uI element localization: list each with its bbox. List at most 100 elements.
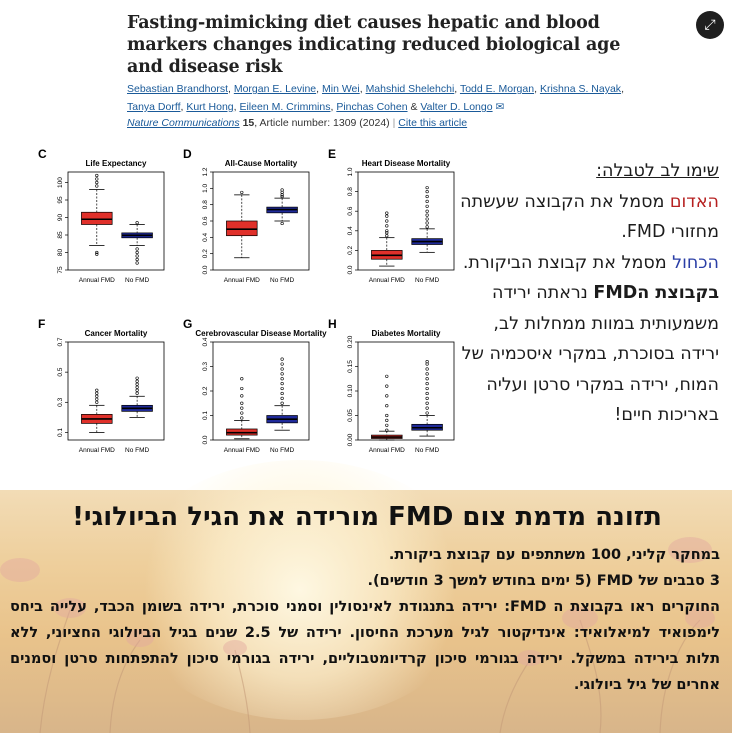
outlier-point bbox=[385, 211, 389, 215]
banner-line-3: החוקרים ראו בקבוצת ה FMD: ירידה בתנגודת … bbox=[10, 599, 720, 693]
author-link[interactable]: Krishna S. Nayak bbox=[539, 83, 622, 95]
author-separator: , bbox=[180, 101, 187, 113]
y-tick-label: 0.4 bbox=[202, 232, 209, 241]
y-tick-label: 0.00 bbox=[347, 433, 354, 446]
expand-icon[interactable]: ⤢ bbox=[696, 11, 724, 39]
y-tick-label: 80 bbox=[57, 249, 64, 257]
panel-letter: D bbox=[183, 147, 192, 161]
journal-link[interactable]: Nature Communications bbox=[127, 117, 240, 129]
journal-line: Nature Communications 15, Article number… bbox=[127, 117, 468, 129]
chart-svg: C Life Expectancy 75 80 85 90 95 100 Annual FMD N… bbox=[38, 147, 165, 284]
author-link[interactable]: Morgan E. Levine bbox=[233, 83, 317, 95]
chart-panel-D: D All-Cause Mortality 0.0 0.2 0.4 0.6 0.8 1.0 1.… bbox=[183, 147, 315, 300]
author-link[interactable]: Eileen M. Crimmins bbox=[239, 101, 331, 113]
author-link[interactable]: Pinchas Cohen bbox=[336, 101, 408, 113]
y-tick-label: 0.8 bbox=[347, 187, 354, 196]
y-tick-label: 75 bbox=[57, 266, 64, 274]
outlier-point bbox=[95, 394, 99, 398]
outlier-point bbox=[385, 428, 389, 432]
outlier-point bbox=[95, 391, 99, 395]
outlier-point bbox=[425, 382, 429, 386]
author-list: Sebastian Brandhorst, Morgan E. Levine, … bbox=[127, 80, 627, 116]
plot-frame bbox=[357, 171, 455, 271]
outlier-point bbox=[280, 396, 284, 400]
outlier-point bbox=[135, 250, 139, 255]
outlier-point bbox=[95, 180, 99, 185]
y-tick-label: 0.3 bbox=[202, 362, 209, 371]
outlier-point bbox=[280, 401, 284, 405]
article-title: Fasting-mimicking diet causes hepatic an… bbox=[127, 13, 621, 77]
author-separator: , bbox=[233, 101, 240, 113]
outlier-point bbox=[135, 388, 139, 392]
chart-title: All-Cause Mortality bbox=[225, 159, 298, 168]
y-tick-label: 1.2 bbox=[202, 167, 209, 176]
x-tick-label: No FMD bbox=[270, 447, 295, 454]
outlier-point bbox=[240, 411, 244, 415]
banner-line-2: 3 סבבים של FMD (5 ימים בחודש למשך 3 חודש… bbox=[367, 573, 720, 589]
author-link[interactable]: Todd E. Morgan bbox=[459, 83, 535, 95]
x-tick-label: No FMD bbox=[125, 277, 149, 284]
y-tick-label: 0.7 bbox=[57, 337, 64, 346]
chart-panel-E: E Heart Disease Mortality 0.0 0.2 0.4 0.6 0.8 1… bbox=[328, 147, 460, 300]
author-link[interactable]: Min Wei bbox=[321, 83, 360, 95]
outlier-point bbox=[280, 382, 284, 386]
y-tick-label: 1.0 bbox=[347, 167, 354, 176]
y-tick-label: 0.05 bbox=[347, 409, 354, 422]
outlier-point bbox=[425, 221, 429, 225]
chart-title: Life Expectancy bbox=[86, 159, 147, 168]
outlier-point bbox=[425, 199, 429, 204]
author-link[interactable]: Sebastian Brandhorst bbox=[127, 83, 228, 95]
y-tick-label: 0.0 bbox=[202, 435, 209, 444]
fmd-group: בקבוצת הFMD bbox=[593, 283, 719, 303]
author-link[interactable]: Tanya Dorff bbox=[127, 101, 181, 113]
outlier-point bbox=[385, 404, 389, 408]
fmd-rest: נראתה ירידה משמעותית במוות ממחלות לב, יר… bbox=[461, 283, 719, 425]
plot-frame bbox=[212, 341, 310, 441]
y-tick-label: 0.2 bbox=[202, 249, 209, 258]
outlier-point bbox=[95, 397, 99, 401]
panel-letter: F bbox=[38, 317, 45, 331]
outlier-point bbox=[385, 214, 389, 218]
outlier-point bbox=[425, 367, 429, 371]
note-red-line: האדום מסמל את הקבוצה שעשתה מחזורי FMD. bbox=[459, 187, 719, 248]
y-tick-label: 0.4 bbox=[347, 226, 354, 235]
outlier-point bbox=[280, 357, 284, 361]
outlier-point bbox=[425, 372, 429, 376]
author-link[interactable]: Valter D. Longo bbox=[420, 101, 493, 113]
plot-frame bbox=[67, 171, 165, 271]
y-tick-label: 0.0 bbox=[202, 265, 209, 274]
outlier-point bbox=[240, 406, 244, 410]
y-tick-label: 0.2 bbox=[202, 386, 209, 395]
outlier-point bbox=[135, 379, 139, 383]
outlier-point bbox=[95, 173, 99, 178]
outlier-point bbox=[385, 234, 389, 238]
outlier-point bbox=[280, 391, 284, 396]
y-tick-label: 85 bbox=[57, 231, 64, 239]
outlier-point bbox=[425, 186, 429, 190]
outlier-point bbox=[135, 382, 139, 386]
y-tick-label: 0.8 bbox=[202, 200, 209, 209]
outlier-point bbox=[425, 194, 429, 199]
x-tick-label: Annual FMD bbox=[369, 277, 405, 284]
volume: 15 bbox=[242, 117, 255, 129]
chart-svg: F Cancer Mortality 0.1 0.3 0.5 0.7 Annual FMD N… bbox=[38, 317, 165, 454]
outlier-point bbox=[135, 221, 139, 225]
author-link[interactable]: Mahshid Shelehchi bbox=[365, 83, 455, 95]
blue-rest: מסמל את קבוצת הביקורת. bbox=[462, 252, 673, 273]
cite-link[interactable]: Cite this article bbox=[398, 117, 468, 129]
chart-panel-F: F Cancer Mortality 0.1 0.3 0.5 0.7 Annual FMD N… bbox=[38, 317, 170, 470]
y-tick-label: 90 bbox=[57, 214, 64, 222]
outlier-point bbox=[425, 386, 429, 391]
panel-letter: H bbox=[328, 317, 337, 331]
chart-title: Cerebrovascular Disease Mortality bbox=[195, 329, 327, 338]
chart-title: Cancer Mortality bbox=[85, 329, 148, 338]
box bbox=[226, 220, 258, 237]
author-link[interactable]: Kurt Hong bbox=[186, 101, 234, 113]
author-separator: , bbox=[316, 83, 322, 95]
outlier-point bbox=[240, 386, 244, 391]
outlier-point bbox=[385, 231, 389, 235]
mail-icon[interactable]: ✉ bbox=[492, 101, 505, 113]
chart-panel-G: G Cerebrovascular Disease Mortality 0.0 0.1… bbox=[183, 317, 327, 470]
x-tick-label: No FMD bbox=[415, 447, 440, 454]
outlier-point bbox=[425, 359, 429, 364]
